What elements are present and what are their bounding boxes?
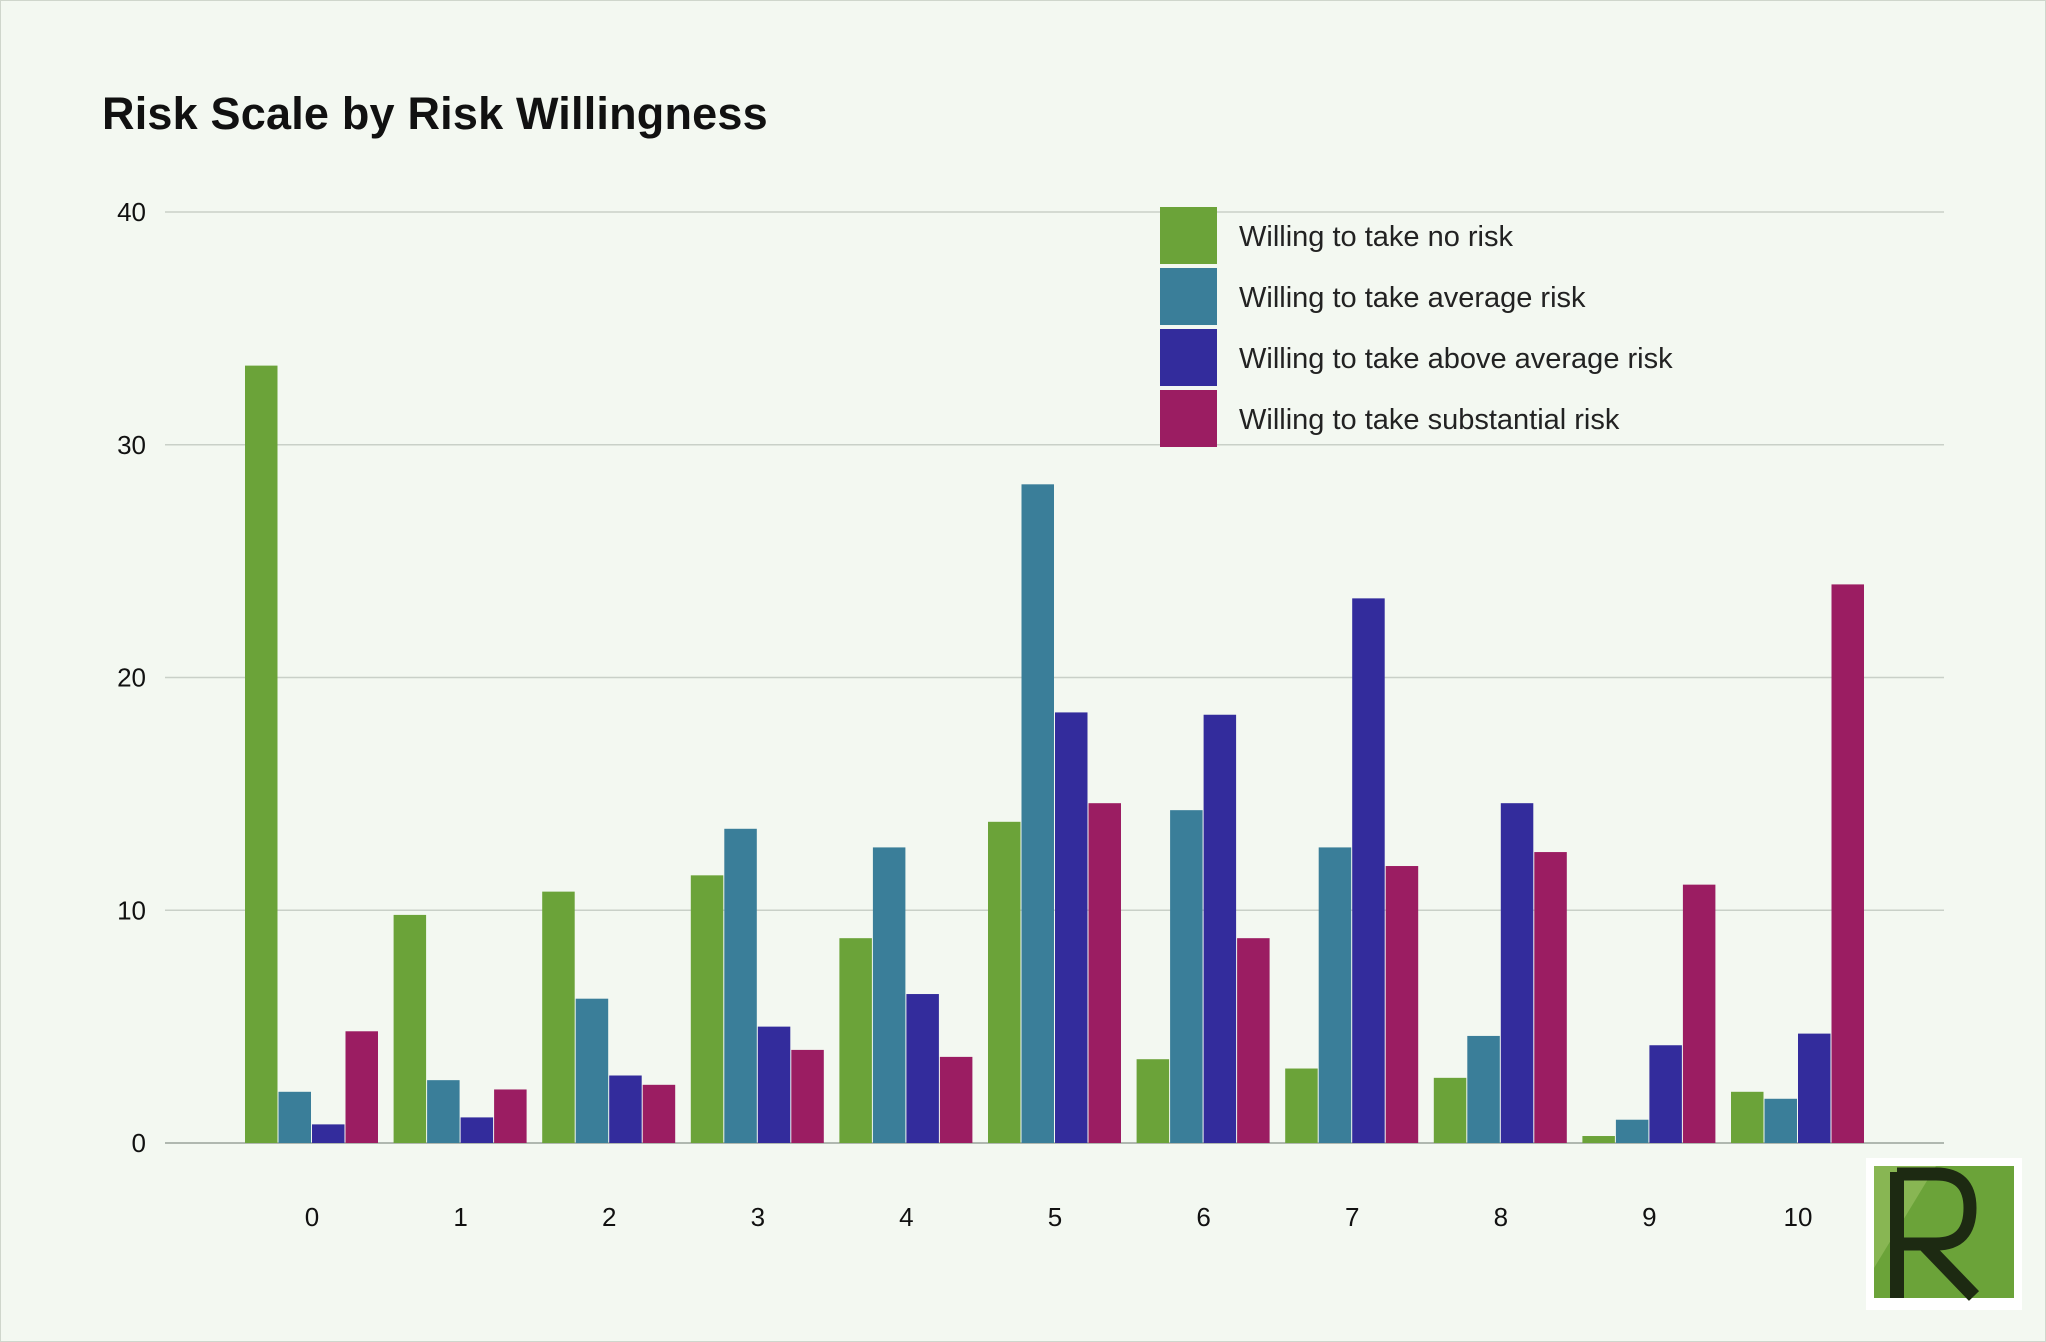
bar-1-series-2 xyxy=(427,1080,460,1143)
y-tick-label: 10 xyxy=(117,895,146,925)
bar-3-series-1 xyxy=(691,875,724,1143)
x-tick-label: 10 xyxy=(1784,1202,1813,1232)
bar-chart: 0 10 20 30 40 0 1 2 3 4 5 6 7 8 9 10 Willing to take no … xyxy=(0,0,2046,1342)
bar-5-series-3 xyxy=(1055,712,1088,1143)
legend-swatch xyxy=(1160,390,1217,447)
r-logo-icon xyxy=(1866,1158,2022,1310)
bar-0-series-4 xyxy=(346,1031,379,1143)
x-tick-label: 9 xyxy=(1642,1202,1656,1232)
bar-5-series-2 xyxy=(1022,484,1055,1143)
bar-4-series-4 xyxy=(940,1057,973,1143)
y-tick-label: 20 xyxy=(117,663,146,693)
bar-9-series-2 xyxy=(1616,1120,1649,1143)
bar-5-series-1 xyxy=(988,822,1021,1143)
bar-2-series-3 xyxy=(609,1076,642,1143)
x-tick-label: 8 xyxy=(1494,1202,1508,1232)
x-tick-label: 4 xyxy=(899,1202,913,1232)
bar-3-series-2 xyxy=(724,829,757,1143)
bar-10-series-2 xyxy=(1765,1099,1798,1143)
x-tick-label: 0 xyxy=(305,1202,319,1232)
bar-0-series-2 xyxy=(279,1092,312,1143)
bar-3-series-3 xyxy=(758,1027,791,1143)
bar-2-series-4 xyxy=(643,1085,676,1143)
bar-9-series-4 xyxy=(1683,885,1716,1143)
brand-logo xyxy=(1866,1158,2022,1310)
bar-4-series-3 xyxy=(906,994,939,1143)
x-tick-label: 6 xyxy=(1196,1202,1210,1232)
bar-2-series-1 xyxy=(542,892,575,1143)
bar-10-series-3 xyxy=(1798,1034,1831,1143)
bar-4-series-2 xyxy=(873,847,906,1143)
y-tick-label: 30 xyxy=(117,430,146,460)
x-tick-label: 7 xyxy=(1345,1202,1359,1232)
bar-0-series-1 xyxy=(245,366,278,1143)
bar-7-series-2 xyxy=(1319,847,1352,1143)
legend-label: Willing to take substantial risk xyxy=(1239,404,1620,436)
bar-9-series-3 xyxy=(1649,1045,1682,1143)
bar-8-series-4 xyxy=(1534,852,1567,1143)
legend-label: Willing to take above average risk xyxy=(1239,343,1673,375)
bar-8-series-3 xyxy=(1501,803,1534,1143)
bar-3-series-4 xyxy=(791,1050,824,1143)
bar-6-series-1 xyxy=(1137,1059,1170,1143)
bar-6-series-3 xyxy=(1204,715,1237,1143)
x-tick-label: 3 xyxy=(751,1202,765,1232)
bar-10-series-4 xyxy=(1832,584,1865,1143)
legend-swatch xyxy=(1160,329,1217,386)
legend-label: Willing to take no risk xyxy=(1239,221,1513,253)
bar-10-series-1 xyxy=(1731,1092,1764,1143)
bar-0-series-3 xyxy=(312,1124,345,1143)
bar-2-series-2 xyxy=(576,999,609,1143)
bar-1-series-1 xyxy=(394,915,427,1143)
bar-8-series-2 xyxy=(1467,1036,1500,1143)
x-tick-label: 1 xyxy=(453,1202,467,1232)
bar-5-series-4 xyxy=(1089,803,1122,1143)
x-tick-label: 2 xyxy=(602,1202,616,1232)
legend-swatch xyxy=(1160,207,1217,264)
y-tick-label: 40 xyxy=(117,197,146,227)
y-tick-label: 0 xyxy=(132,1128,146,1158)
legend-swatch xyxy=(1160,268,1217,325)
bar-7-series-4 xyxy=(1386,866,1419,1143)
bar-4-series-1 xyxy=(839,938,872,1143)
legend-label: Willing to take average risk xyxy=(1239,282,1586,314)
x-tick-label: 5 xyxy=(1048,1202,1062,1232)
bar-6-series-4 xyxy=(1237,938,1270,1143)
bar-1-series-3 xyxy=(461,1117,494,1143)
bar-1-series-4 xyxy=(494,1089,526,1143)
bar-7-series-1 xyxy=(1285,1069,1318,1143)
bar-7-series-3 xyxy=(1352,598,1385,1143)
bar-8-series-1 xyxy=(1434,1078,1467,1143)
bar-6-series-2 xyxy=(1170,810,1203,1143)
bar-9-series-1 xyxy=(1582,1136,1615,1143)
